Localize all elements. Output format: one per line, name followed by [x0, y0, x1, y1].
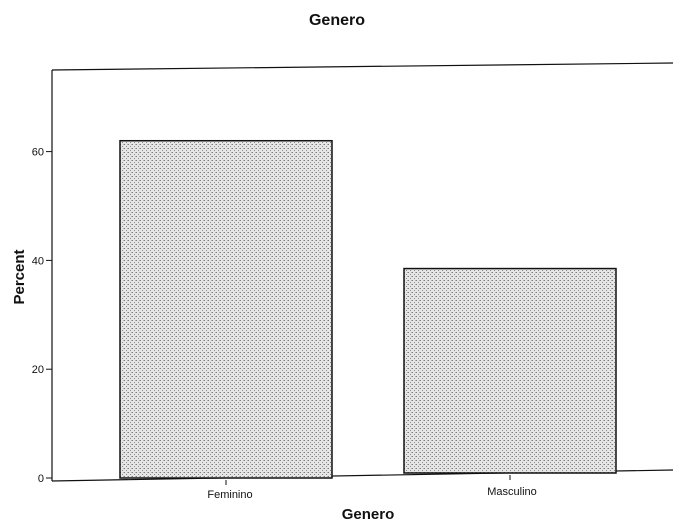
y-axis-ticks: 0 20 40 60 [32, 147, 52, 485]
x-tick-label: Feminino [207, 489, 252, 501]
x-axis-label: Genero [342, 506, 395, 523]
y-tick-label: 60 [32, 147, 44, 159]
y-tick-label: 40 [32, 255, 44, 267]
chart-title: Genero [309, 12, 365, 29]
bar-masculino [403, 267, 617, 474]
y-tick-label: 20 [32, 364, 44, 376]
bars [119, 139, 617, 479]
y-tick-label: 0 [38, 473, 44, 485]
bar-feminino [119, 139, 333, 479]
y-axis-label: Percent [11, 249, 28, 304]
x-tick-label: Masculino [487, 486, 537, 498]
x-axis-ticks: Feminino Masculino [207, 475, 537, 501]
